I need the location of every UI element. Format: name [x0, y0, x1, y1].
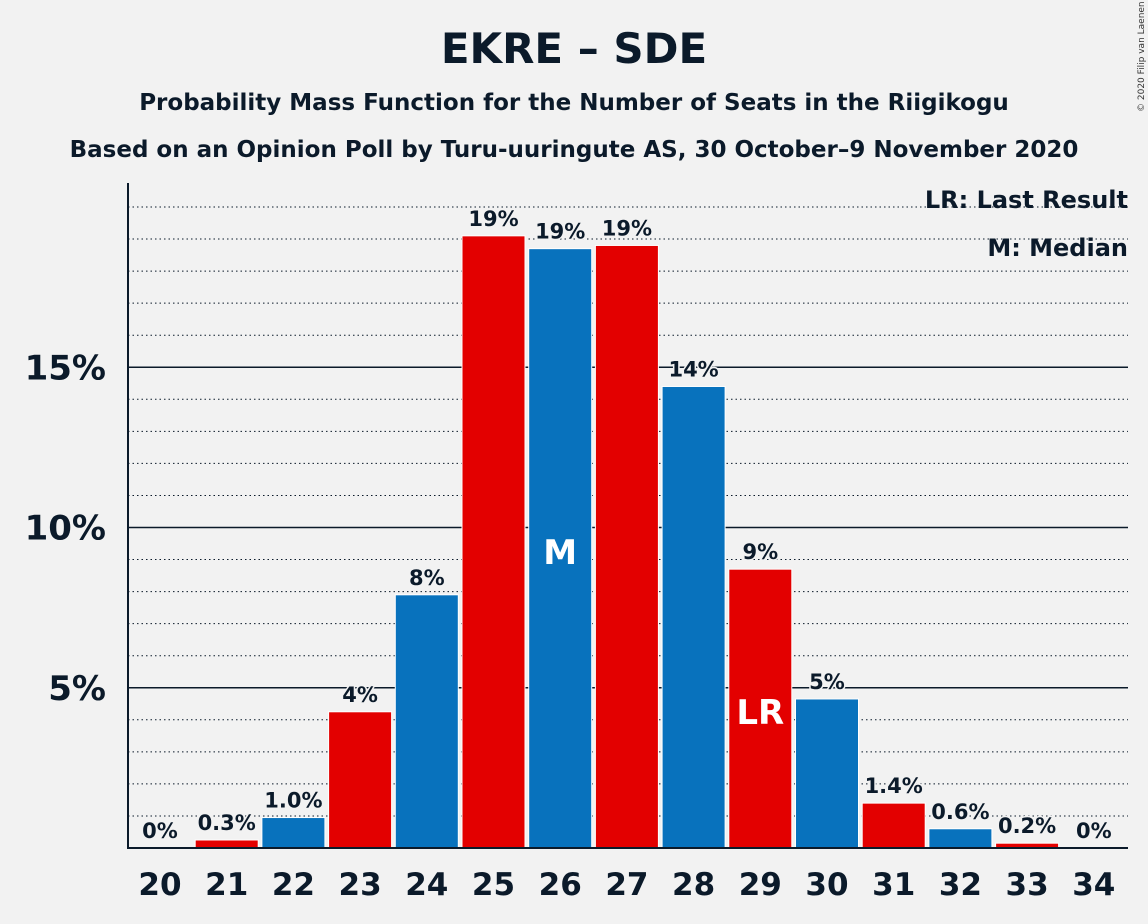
y-tick-label: 5% [48, 669, 106, 709]
median-marker: M [543, 533, 577, 573]
x-tick-label: 27 [605, 867, 648, 903]
legend-last-result: LR: Last Result [924, 186, 1128, 214]
bar-value-label: 0% [142, 819, 178, 843]
bar-value-label: 5% [809, 670, 845, 694]
bar [594, 244, 659, 849]
bar-value-label: 1.4% [865, 774, 923, 798]
last-result-marker: LR [736, 693, 784, 733]
y-tick-label: 10% [25, 509, 106, 549]
chart-title: EKRE – SDE [440, 24, 708, 73]
x-tick-label: 32 [939, 867, 982, 903]
x-tick-label: 30 [805, 867, 848, 903]
bar [861, 802, 926, 849]
x-tick-label: 25 [472, 867, 515, 903]
x-tick-label: 29 [739, 867, 782, 903]
legend-median: M: Median [987, 234, 1128, 262]
bar-value-label: 19% [602, 216, 652, 240]
x-tick-label: 34 [1072, 867, 1115, 903]
bar [661, 385, 726, 849]
bar-value-label: 1.0% [264, 789, 322, 813]
bar-value-label: 9% [742, 540, 778, 564]
x-tick-label: 33 [1006, 867, 1049, 903]
bar [528, 248, 593, 849]
bar [795, 698, 859, 849]
x-tick-label: 23 [339, 867, 382, 903]
bar [394, 594, 459, 849]
y-tick-label: 15% [25, 348, 106, 388]
x-tick-label: 20 [138, 867, 181, 903]
bar-value-label: 8% [409, 566, 445, 590]
chart-subtitle: Probability Mass Function for the Number… [139, 90, 1009, 116]
x-tick-label: 24 [405, 867, 448, 903]
bar-value-label: 0.3% [198, 811, 256, 835]
bar [461, 235, 526, 849]
bar [328, 711, 393, 849]
x-tick-label: 26 [539, 867, 582, 903]
x-tick-label: 21 [205, 867, 248, 903]
bar-value-label: 0.6% [931, 800, 989, 824]
chart-source-subtitle: Based on an Opinion Poll by Turu-uuringu… [69, 137, 1079, 163]
x-tick-label: 22 [272, 867, 315, 903]
bar [194, 839, 259, 849]
bar-value-label: 0.2% [998, 814, 1056, 838]
bar [261, 817, 326, 849]
bar-value-label: 19% [535, 220, 585, 244]
bar [928, 828, 993, 849]
bar [728, 568, 793, 849]
bar-value-label: 19% [468, 207, 518, 231]
bar-value-label: 14% [668, 357, 718, 381]
x-tick-label: 31 [872, 867, 915, 903]
bar-value-label: 4% [342, 683, 378, 707]
x-tick-label: 28 [672, 867, 715, 903]
bar-value-label: 0% [1076, 819, 1112, 843]
